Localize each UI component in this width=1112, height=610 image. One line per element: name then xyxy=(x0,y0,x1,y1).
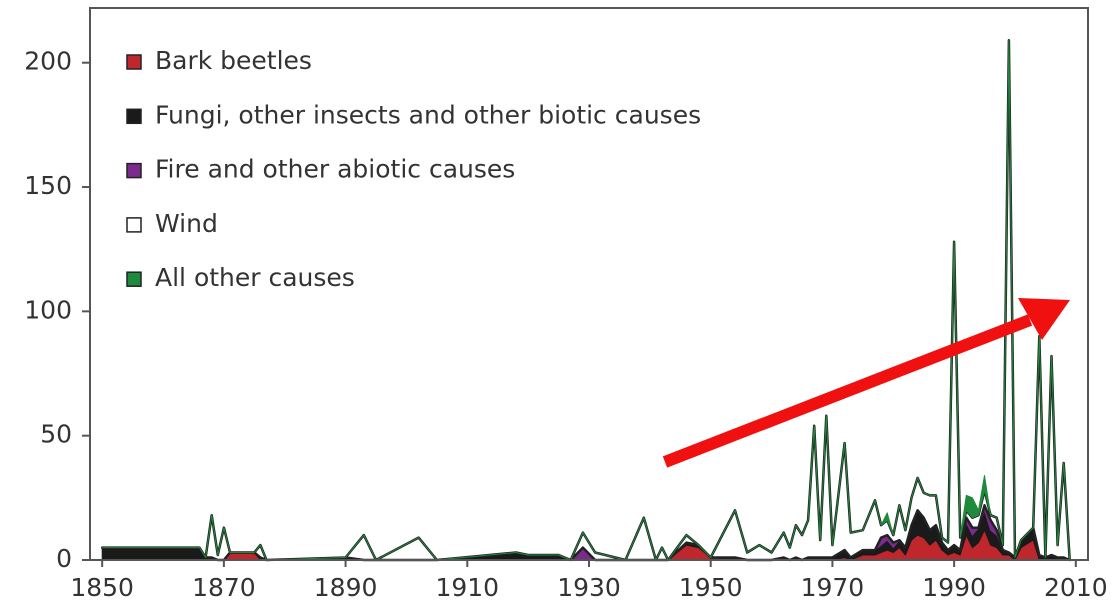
legend-label: Fungi, other insects and other biotic ca… xyxy=(155,100,701,129)
y-tick-label: 50 xyxy=(40,420,72,449)
y-tick-label: 200 xyxy=(24,47,72,76)
x-tick-label: 1930 xyxy=(557,573,621,602)
legend-swatch xyxy=(126,162,142,179)
y-tick-label: 100 xyxy=(24,295,72,324)
legend-swatch xyxy=(126,108,142,125)
trend-arrow xyxy=(662,298,1070,468)
arrow-shaft xyxy=(662,314,1033,468)
legend-swatch xyxy=(126,54,142,70)
x-tick-label: 1990 xyxy=(922,573,986,602)
legend-label: Bark beetles xyxy=(155,46,312,75)
x-tick-label: 1870 xyxy=(192,573,256,602)
x-tick-label: 1910 xyxy=(435,573,499,602)
x-tick-label: 2010 xyxy=(1044,573,1108,602)
arrow-head xyxy=(1018,298,1070,340)
legend-swatch xyxy=(126,271,142,287)
x-tick-label: 1890 xyxy=(314,573,378,602)
x-tick-label: 1950 xyxy=(679,573,743,602)
x-tick-label: 1970 xyxy=(801,573,865,602)
legend-label: Wind xyxy=(155,209,218,238)
legend-label: All other causes xyxy=(155,263,355,292)
x-tick-label: 1850 xyxy=(70,573,134,602)
y-tick-label: 0 xyxy=(56,544,72,573)
legend-label: Fire and other abiotic causes xyxy=(155,155,515,184)
legend-swatch xyxy=(126,217,142,233)
y-tick-label: 150 xyxy=(24,171,72,200)
